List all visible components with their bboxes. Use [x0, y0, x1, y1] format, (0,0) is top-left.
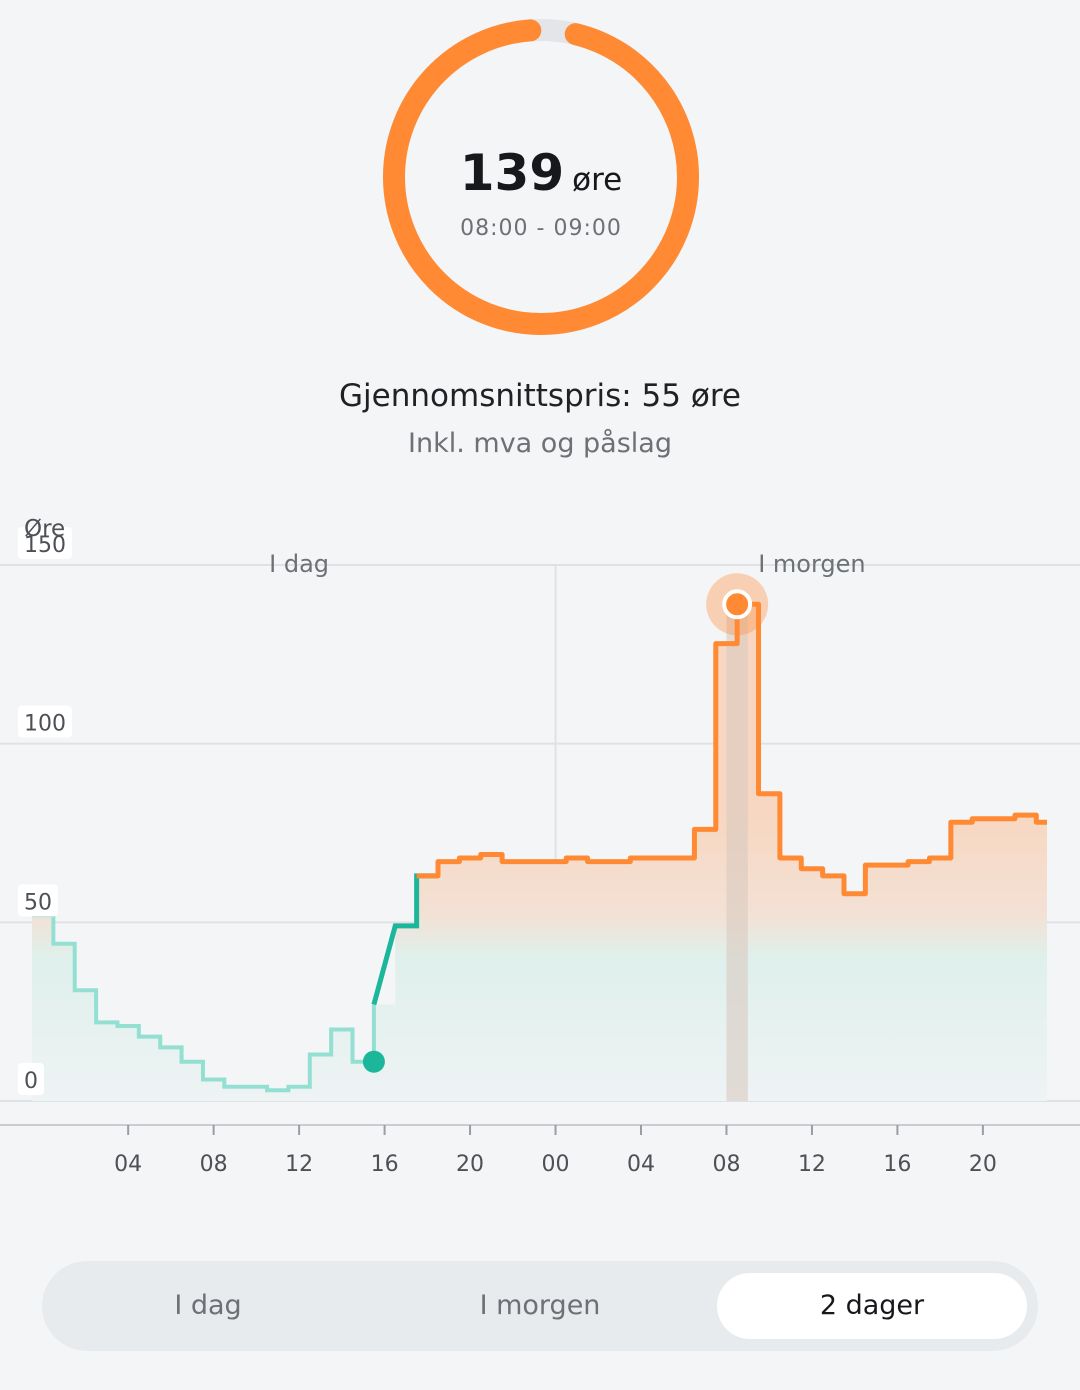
y-tick-label: 100 — [24, 712, 66, 737]
x-tick-label: 12 — [285, 1152, 313, 1177]
y-tick-label: 150 — [24, 533, 66, 558]
tab-two-days[interactable]: 2 dager — [717, 1273, 1027, 1339]
y-tick-bg-0 — [18, 1063, 44, 1095]
gauge-ring — [383, 19, 699, 335]
average-price: Gjennomsnittspris: 55 øre — [339, 378, 741, 414]
price-line-future — [416, 601, 1047, 897]
x-tick-label: 20 — [969, 1152, 997, 1177]
current-price-value: 139 — [459, 144, 565, 202]
period-tabs: I dag I morgen 2 dager — [42, 1261, 1038, 1351]
y-tick-bg-50 — [18, 884, 58, 917]
price-chart[interactable]: 04 08 12 16 20 00 04 08 12 16 20 0 50 100 150 Øre I dag I… — [0, 500, 1080, 1200]
current-price-unit: øre — [572, 162, 623, 198]
y-axis-title: Øre — [24, 516, 65, 542]
price-note: Inkl. mva og påslag — [408, 428, 672, 459]
section-label: I dag — [269, 550, 329, 578]
current-time-range: 08:00 - 09:00 — [460, 216, 622, 241]
gauge-center: 139 øre 08:00 - 09:00 — [382, 144, 700, 241]
section-label: I morgen — [758, 550, 865, 578]
y-tick-bg-100 — [18, 705, 72, 738]
price-gauge: 139 øre 08:00 - 09:00 — [382, 18, 700, 336]
x-tick-label: 16 — [883, 1152, 911, 1177]
tab-tomorrow[interactable]: I morgen — [479, 1290, 601, 1321]
selected-marker — [722, 589, 753, 620]
selected-hour-bar — [726, 604, 748, 1101]
price-area — [32, 604, 1047, 1101]
x-tick-label: 12 — [798, 1152, 826, 1177]
x-tick-label: 00 — [542, 1152, 570, 1177]
current-price-marker — [362, 1050, 385, 1073]
x-tick-label: 20 — [456, 1152, 484, 1177]
x-tick-label: 16 — [371, 1152, 399, 1177]
x-tick-label: 08 — [200, 1152, 228, 1177]
current-price: 139 øre — [382, 144, 700, 202]
x-tick-label: 08 — [712, 1152, 740, 1177]
price-line-past — [32, 913, 376, 1093]
tab-today[interactable]: I dag — [174, 1290, 242, 1321]
y-tick-bg-150 — [18, 527, 72, 559]
gauge-progress — [383, 19, 699, 335]
y-tick-label: 50 — [24, 890, 52, 915]
y-tick-label: 0 — [24, 1069, 38, 1094]
x-tick-label: 04 — [114, 1152, 142, 1177]
x-tick-label: 04 — [627, 1152, 655, 1177]
